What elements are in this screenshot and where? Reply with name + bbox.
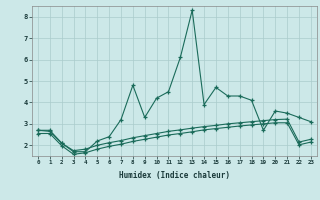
X-axis label: Humidex (Indice chaleur): Humidex (Indice chaleur) <box>119 171 230 180</box>
